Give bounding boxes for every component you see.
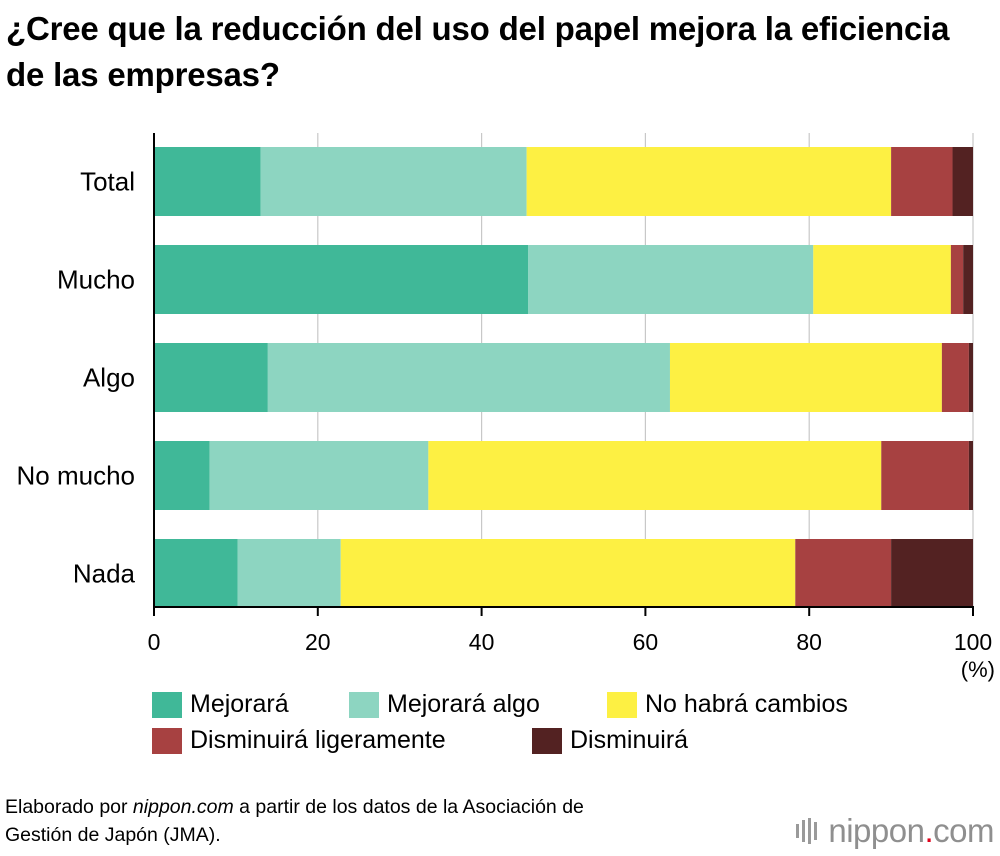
y-category-label: Nada <box>73 559 136 589</box>
legend-item-no-habra-cambios: No habrá cambios <box>607 690 848 719</box>
bar-segment <box>795 539 892 608</box>
bars <box>154 147 973 608</box>
bar-segment <box>941 343 969 412</box>
legend-swatch <box>152 727 182 754</box>
bar-segment <box>260 147 527 216</box>
source-suffix: a partir de los datos de la Asociación d… <box>233 796 584 818</box>
logo-tld: com <box>933 812 994 849</box>
legend-item-mejorara: Mejorará <box>152 690 289 719</box>
legend-swatch <box>607 691 637 718</box>
chart-title: ¿Cree que la reducción del uso del papel… <box>6 10 950 93</box>
bar-segment <box>154 147 261 216</box>
x-tick-label: 100 <box>954 629 992 655</box>
logo-name: nippon <box>828 812 925 849</box>
legend-label: No habrá cambios <box>645 690 848 718</box>
bar-segment <box>813 245 951 314</box>
x-tick-label: 20 <box>305 629 331 655</box>
bar-segment <box>968 441 973 510</box>
bar-segment <box>154 441 210 510</box>
bar-segment <box>891 539 973 608</box>
bar-segment <box>952 147 973 216</box>
bar-segment <box>963 245 973 314</box>
legend-label: Disminuirá <box>570 726 689 754</box>
axes <box>153 133 974 616</box>
bar-segment <box>209 441 429 510</box>
bar-segment <box>881 441 969 510</box>
bar-segment <box>428 441 882 510</box>
logo-mark-icon <box>796 818 822 844</box>
legend-item-disminuira-ligeramente: Disminuirá ligeramente <box>152 726 446 755</box>
y-category-label: No mucho <box>17 461 136 491</box>
x-tick-label: 80 <box>796 629 822 655</box>
bar-segment <box>154 245 529 314</box>
bar-segment <box>154 539 238 608</box>
x-tick-label: 0 <box>148 629 161 655</box>
y-category-label: Algo <box>83 363 135 393</box>
bar-segment <box>891 147 953 216</box>
legend-swatch <box>532 727 562 754</box>
bar-segment <box>526 147 892 216</box>
nippon-logo: nippon. com <box>796 812 994 850</box>
legend-label: Mejorará algo <box>387 690 540 718</box>
bar-segment <box>237 539 341 608</box>
source-line2: Gestión de Japón (JMA). <box>5 824 221 846</box>
legend-item-mejorara-algo: Mejorará algo <box>349 690 540 719</box>
bar-segment <box>267 343 670 412</box>
logo-dot: . <box>924 812 934 849</box>
source-prefix: Elaborado por <box>5 796 133 818</box>
bar-segment <box>154 343 268 412</box>
stacked-bar-chart: 0 20 40 60 80 100(%) Total Mucho Algo No mucho Nad… <box>17 133 996 683</box>
x-tick-label: 40 <box>469 629 495 655</box>
y-category-label: Total <box>80 167 135 197</box>
legend-item-disminuira: Disminuirá <box>532 726 688 755</box>
legend-label: Mejorará <box>190 690 289 718</box>
y-category-label: Mucho <box>57 265 135 295</box>
legend-label: Disminuirá ligeramente <box>190 726 446 754</box>
bar-segment <box>950 245 964 314</box>
x-tick-label: 60 <box>633 629 659 655</box>
labels: 0 20 40 60 80 100(%) Total Mucho Algo No mucho Nad… <box>17 167 996 683</box>
source-note: Elaborado por nippon.com a partir de los… <box>5 793 584 849</box>
legend-swatch <box>152 691 182 718</box>
legend-swatch <box>349 691 379 718</box>
x-unit-label: (%) <box>961 657 995 682</box>
bar-segment <box>968 343 973 412</box>
bar-segment <box>528 245 814 314</box>
bar-segment <box>340 539 796 608</box>
source-site: nippon.com <box>132 796 234 818</box>
bar-segment <box>669 343 942 412</box>
